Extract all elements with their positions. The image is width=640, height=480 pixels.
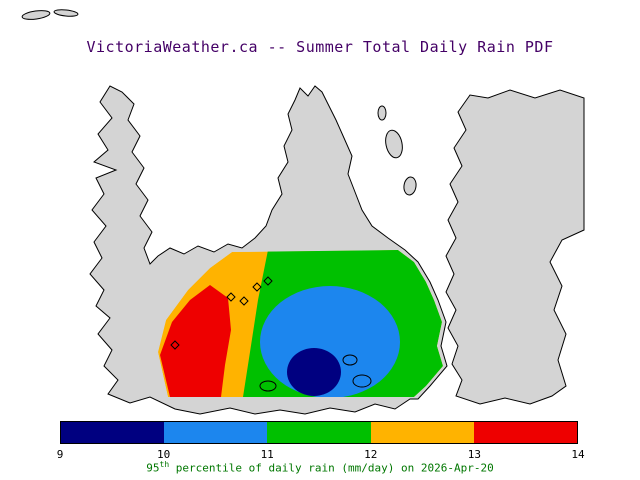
station-marker-diamond bbox=[252, 282, 262, 292]
colorbar-tick: 13 bbox=[467, 448, 482, 461]
colorbar-tick: 10 bbox=[156, 448, 171, 461]
colorbar-segments bbox=[61, 422, 578, 443]
colorbar-caption: 95th percentile of daily rain (mm/day) o… bbox=[0, 460, 640, 475]
caption-text: percentile of daily rain (mm/day) on 202… bbox=[169, 461, 494, 475]
colorbar-tick: 12 bbox=[364, 448, 378, 461]
observed-contour-loops bbox=[259, 354, 372, 392]
landmass-east bbox=[445, 89, 585, 405]
station-marker-diamond bbox=[170, 340, 180, 350]
colorbar-segment-12-13 bbox=[370, 422, 474, 443]
station-marker-diamond bbox=[239, 296, 249, 306]
contour-region-13-14 bbox=[160, 285, 231, 397]
colorbar-segment-9-10 bbox=[61, 422, 165, 443]
island bbox=[377, 105, 387, 121]
colorbar-tick: 11 bbox=[260, 448, 274, 461]
island bbox=[385, 129, 403, 159]
station-marker-diamond bbox=[226, 292, 236, 302]
caption-value: 95 bbox=[146, 461, 160, 475]
colorbar-segment-10-11 bbox=[164, 422, 268, 443]
contour-fill-group bbox=[158, 250, 443, 397]
contour-loop bbox=[342, 354, 358, 366]
colorbar bbox=[60, 421, 578, 444]
colorbar-segment-11-12 bbox=[267, 422, 371, 443]
page-title: VictoriaWeather.ca -- Summer Total Daily… bbox=[86, 38, 554, 56]
island bbox=[403, 176, 417, 196]
contour-region-9-10 bbox=[287, 348, 341, 396]
station-marker-diamond bbox=[263, 276, 273, 286]
caption-superscript: th bbox=[159, 460, 170, 469]
station-markers bbox=[170, 276, 273, 350]
colorbar-tick: 14 bbox=[571, 448, 585, 461]
contour-loop bbox=[259, 380, 277, 392]
contour-loop bbox=[352, 374, 372, 388]
colorbar-segment-13-14 bbox=[473, 422, 578, 443]
colorbar-tick: 9 bbox=[56, 448, 64, 461]
north-coast-fragment bbox=[21, 10, 51, 20]
north-coast-fragment bbox=[53, 9, 79, 17]
